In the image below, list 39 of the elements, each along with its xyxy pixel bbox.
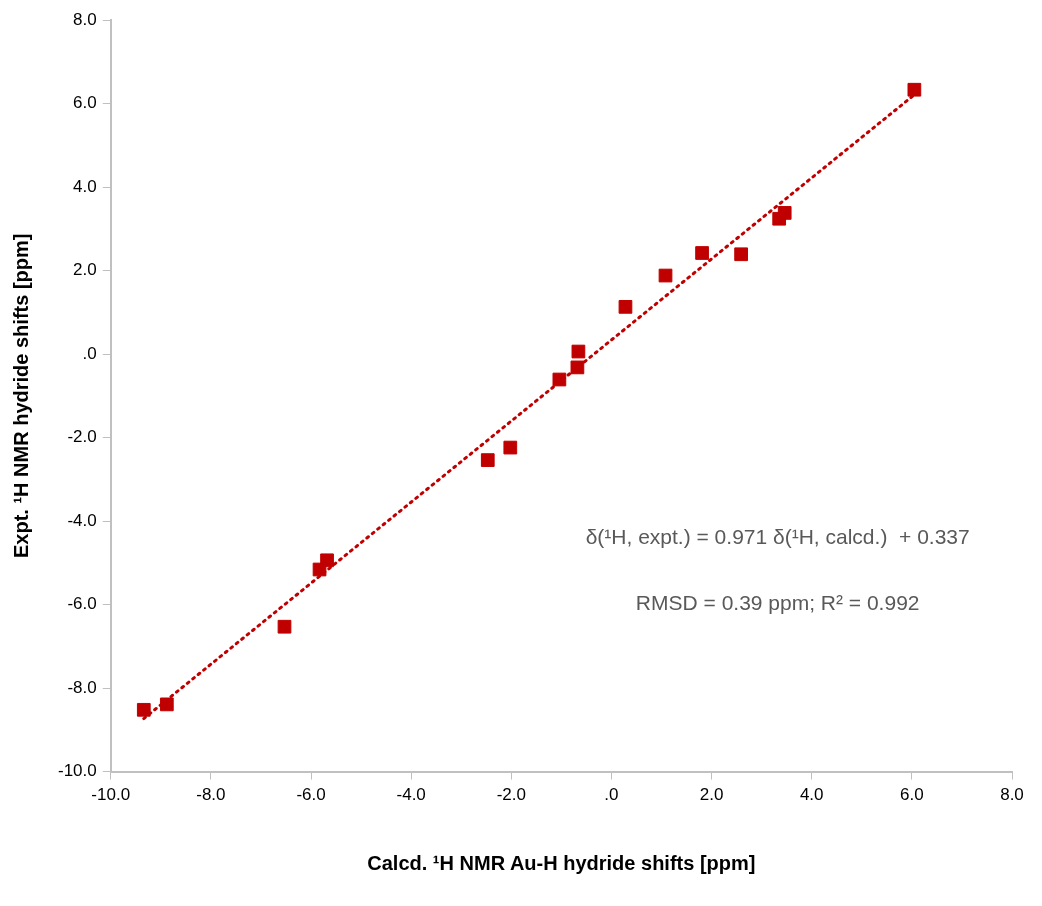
x-tick-label: -10.0 — [91, 785, 131, 805]
point — [570, 360, 585, 375]
point — [695, 246, 709, 260]
y-tick-label: -4.0 — [67, 510, 97, 530]
x-tick-label: -6.0 — [296, 785, 326, 805]
y-tick-label: -6.0 — [67, 594, 97, 614]
y-tick-label: 2.0 — [73, 260, 97, 280]
point — [571, 344, 586, 359]
annotation: RMSD = 0.39 ppm; R² = 0.992 — [635, 590, 920, 614]
y-tick-label: 8.0 — [73, 9, 97, 29]
point — [136, 702, 151, 717]
x-tick-label: -4.0 — [396, 785, 426, 805]
point — [552, 372, 567, 387]
point — [480, 453, 495, 467]
point — [907, 82, 922, 97]
y-tick-label: 4.0 — [73, 176, 97, 196]
y-tick-label: -2.0 — [67, 427, 97, 447]
point — [734, 247, 748, 262]
y-tick-label: 6.0 — [73, 93, 97, 113]
x-tick-label: -8.0 — [196, 785, 226, 805]
y-tick-label: -8.0 — [67, 677, 97, 697]
x-tick-label: 2.0 — [699, 785, 724, 805]
y-tick-label: .0 — [82, 343, 97, 363]
x-tick-label: 6.0 — [900, 785, 924, 805]
annotation: δ(¹H, expt.) = 0.971 δ(¹H, calcd.) + 0.337 — [585, 524, 970, 548]
x-tick-label: .0 — [604, 785, 619, 805]
y-axis-title: Expt. ¹H NMR hydride shifts [ppm] — [9, 233, 32, 559]
y-tick-label: -10.0 — [58, 761, 97, 781]
point — [777, 206, 792, 220]
point — [159, 697, 174, 712]
x-axis-title: Calcd. ¹H NMR Au-H hydride shifts [ppm] — [367, 851, 756, 874]
point — [320, 553, 334, 568]
x-tick-label: 4.0 — [799, 785, 824, 805]
x-tick-label: 8.0 — [1000, 785, 1024, 805]
point — [503, 440, 518, 455]
point — [277, 619, 292, 634]
point — [618, 300, 633, 314]
point — [658, 268, 673, 283]
x-tick-label: -2.0 — [496, 785, 526, 805]
